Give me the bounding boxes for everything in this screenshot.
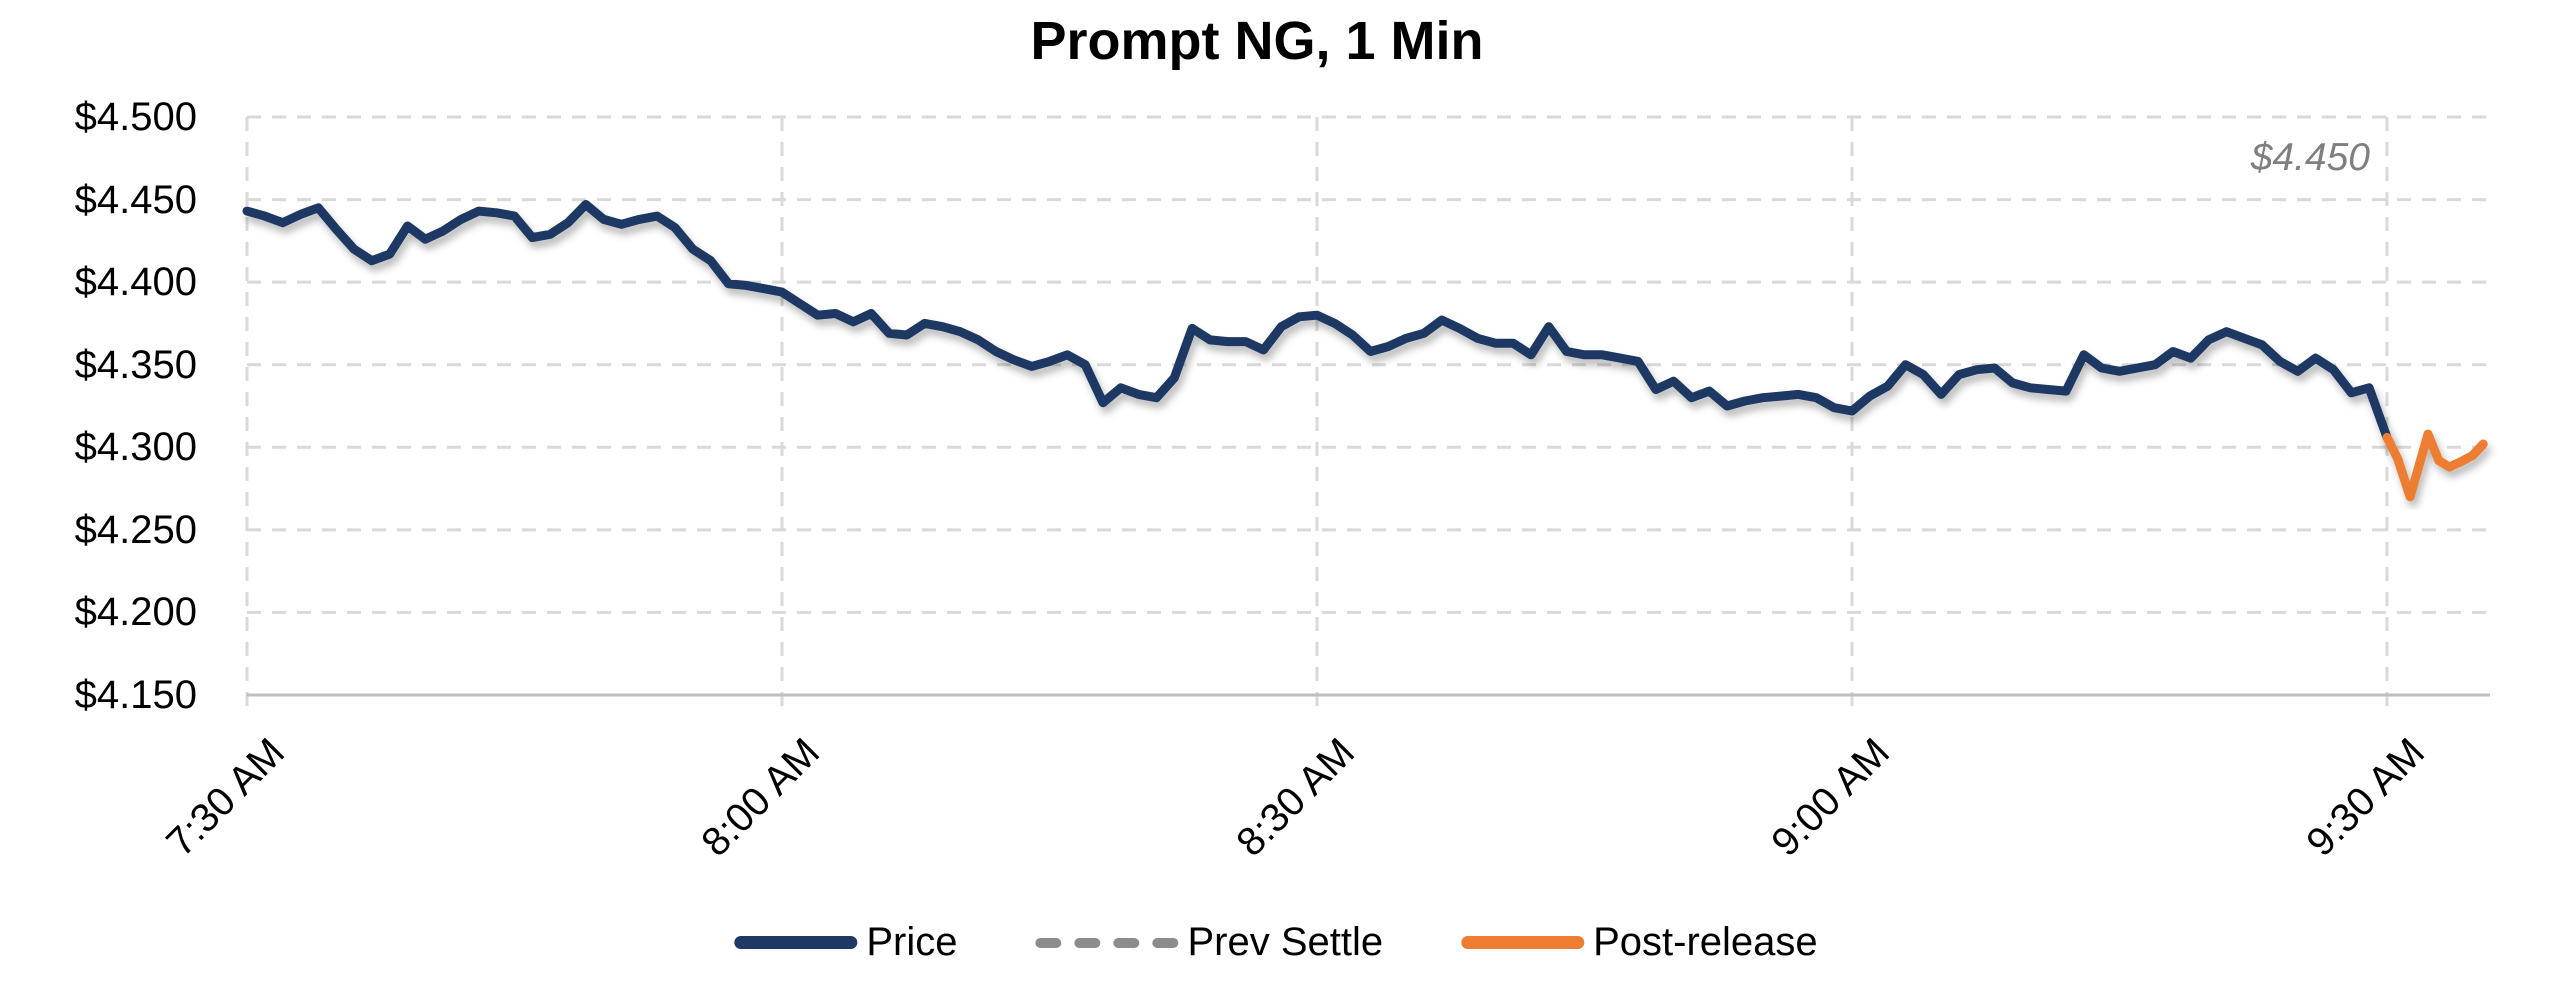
legend-label: Prev Settle: [1187, 920, 1384, 964]
prev-settle-annotation: $4.450: [2250, 136, 2370, 179]
legend: Price Prev Settle Post-release: [734, 920, 1818, 965]
legend-item-post-release: Post-release: [1461, 920, 1818, 965]
y-axis-label: $4.500: [74, 95, 197, 139]
y-axis-label: $4.150: [74, 673, 197, 717]
legend-swatch-solid: [734, 936, 858, 949]
legend-label: Post-release: [1593, 920, 1818, 964]
legend-label: Price: [866, 920, 958, 964]
legend-item-price: Price: [734, 920, 957, 965]
post-release-line: [2382, 429, 2488, 502]
y-axis-label: $4.400: [74, 260, 197, 305]
y-axis-label: $4.250: [74, 507, 197, 552]
legend-swatch-dashed: [1035, 937, 1179, 948]
chart-title: Prompt NG, 1 Min: [1030, 11, 1484, 71]
y-axis-label: $4.300: [74, 425, 197, 470]
legend-swatch-solid: [1461, 936, 1585, 949]
price-line: [242, 200, 2392, 442]
legend-item-prev-settle: Prev Settle: [1035, 920, 1383, 965]
y-axis-label: $4.350: [74, 342, 197, 387]
y-axis-label: $4.450: [74, 177, 197, 222]
y-axis-label: $4.200: [74, 590, 197, 635]
